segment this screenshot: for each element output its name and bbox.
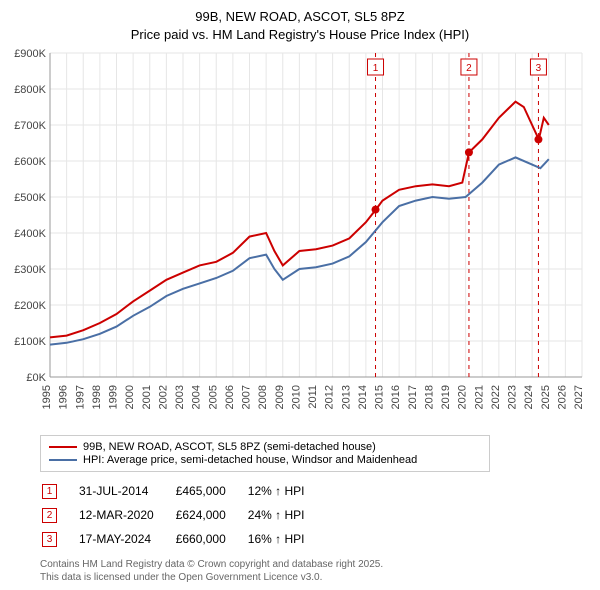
chart-area: £0K £100K £200K £300K £400K £500K £600K £700K £8…	[10, 47, 590, 427]
svg-text:2021: 2021	[473, 385, 485, 409]
svg-text:£900K: £900K	[14, 48, 46, 60]
marker-badge: 3	[42, 532, 57, 547]
pct-cell: 12% ↑ HPI	[248, 480, 325, 502]
svg-text:£500K: £500K	[14, 192, 46, 204]
price-cell: £660,000	[176, 528, 246, 550]
legend-item: 99B, NEW ROAD, ASCOT, SL5 8PZ (semi-deta…	[49, 441, 481, 453]
pct-cell: 24% ↑ HPI	[248, 504, 325, 526]
svg-text:2016: 2016	[390, 385, 402, 409]
svg-text:2000: 2000	[124, 385, 136, 409]
svg-text:2008: 2008	[257, 385, 269, 409]
svg-text:3: 3	[536, 63, 542, 74]
svg-text:2020: 2020	[457, 385, 469, 409]
svg-text:2018: 2018	[423, 385, 435, 409]
svg-text:2017: 2017	[407, 385, 419, 409]
legend-swatch	[49, 446, 77, 448]
table-row: 3 17-MAY-2024£660,00016% ↑ HPI	[42, 528, 324, 550]
title-line2: Price paid vs. HM Land Registry's House …	[131, 27, 469, 42]
marker-badge: 1	[42, 484, 57, 499]
chart-title: 99B, NEW ROAD, ASCOT, SL5 8PZ Price paid…	[10, 8, 590, 43]
svg-text:2009: 2009	[274, 385, 286, 409]
footer: Contains HM Land Registry data © Crown c…	[40, 558, 590, 584]
svg-text:2010: 2010	[290, 385, 302, 409]
svg-text:£700K: £700K	[14, 120, 46, 132]
title-line1: 99B, NEW ROAD, ASCOT, SL5 8PZ	[195, 9, 405, 24]
transactions-table: 1 31-JUL-2014£465,00012% ↑ HPI 2 12-MAR-202…	[40, 478, 326, 552]
svg-text:1998: 1998	[91, 385, 103, 409]
svg-text:£0K: £0K	[26, 372, 46, 384]
svg-text:1995: 1995	[41, 385, 53, 409]
svg-text:2007: 2007	[241, 385, 253, 409]
legend: 99B, NEW ROAD, ASCOT, SL5 8PZ (semi-deta…	[40, 435, 490, 472]
svg-text:2012: 2012	[324, 385, 336, 409]
svg-text:1: 1	[373, 63, 379, 74]
svg-text:£200K: £200K	[14, 300, 46, 312]
svg-text:1997: 1997	[74, 385, 86, 409]
svg-text:2019: 2019	[440, 385, 452, 409]
svg-text:1999: 1999	[108, 385, 120, 409]
date-cell: 17-MAY-2024	[79, 528, 174, 550]
chart-card: 99B, NEW ROAD, ASCOT, SL5 8PZ Price paid…	[0, 0, 600, 590]
svg-text:2005: 2005	[207, 385, 219, 409]
footer-line2: This data is licensed under the Open Gov…	[40, 572, 322, 583]
svg-text:2025: 2025	[540, 385, 552, 409]
svg-text:£600K: £600K	[14, 156, 46, 168]
table-row: 2 12-MAR-2020£624,00024% ↑ HPI	[42, 504, 324, 526]
svg-text:£100K: £100K	[14, 336, 46, 348]
svg-text:2014: 2014	[357, 385, 369, 409]
date-cell: 31-JUL-2014	[79, 480, 174, 502]
svg-text:2027: 2027	[573, 385, 585, 409]
svg-text:2024: 2024	[523, 385, 535, 409]
svg-text:£800K: £800K	[14, 84, 46, 96]
line-chart: £0K £100K £200K £300K £400K £500K £600K £700K £8…	[10, 47, 590, 427]
svg-text:1996: 1996	[58, 385, 70, 409]
legend-item: HPI: Average price, semi-detached house,…	[49, 454, 481, 466]
svg-text:2002: 2002	[157, 385, 169, 409]
svg-text:2: 2	[466, 63, 472, 74]
svg-text:2015: 2015	[374, 385, 386, 409]
legend-label: 99B, NEW ROAD, ASCOT, SL5 8PZ (semi-deta…	[83, 441, 376, 453]
svg-text:£400K: £400K	[14, 228, 46, 240]
table-row: 1 31-JUL-2014£465,00012% ↑ HPI	[42, 480, 324, 502]
svg-text:£300K: £300K	[14, 264, 46, 276]
svg-text:2023: 2023	[507, 385, 519, 409]
legend-label: HPI: Average price, semi-detached house,…	[83, 454, 417, 466]
price-cell: £624,000	[176, 504, 246, 526]
svg-text:2026: 2026	[556, 385, 568, 409]
footer-line1: Contains HM Land Registry data © Crown c…	[40, 559, 383, 570]
svg-text:2011: 2011	[307, 385, 319, 409]
svg-text:2022: 2022	[490, 385, 502, 409]
marker-badge: 2	[42, 508, 57, 523]
svg-text:2003: 2003	[174, 385, 186, 409]
date-cell: 12-MAR-2020	[79, 504, 174, 526]
svg-text:2013: 2013	[340, 385, 352, 409]
legend-swatch	[49, 459, 77, 461]
price-cell: £465,000	[176, 480, 246, 502]
svg-text:2001: 2001	[141, 385, 153, 409]
pct-cell: 16% ↑ HPI	[248, 528, 325, 550]
svg-text:2004: 2004	[191, 385, 203, 409]
svg-text:2006: 2006	[224, 385, 236, 409]
